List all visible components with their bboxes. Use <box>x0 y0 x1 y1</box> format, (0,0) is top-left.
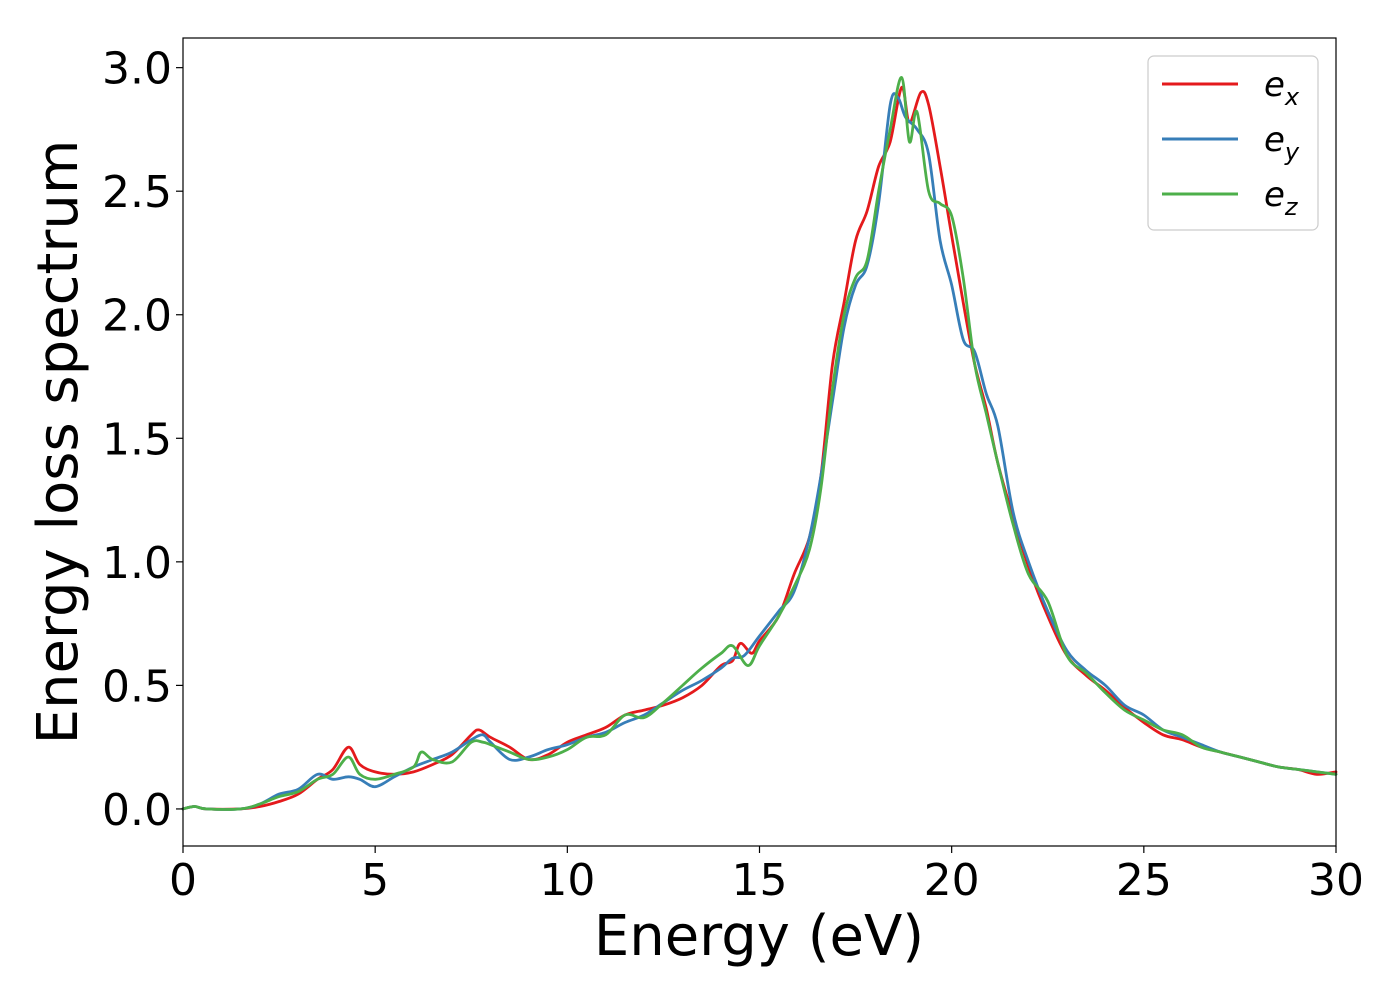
x-tick-label: 15 <box>732 855 788 906</box>
legend-label-ey: ey <box>1264 120 1300 166</box>
series-line-ey <box>181 92 1338 811</box>
x-tick-label: 20 <box>924 855 980 906</box>
y-tick-label: 1.5 <box>102 414 172 465</box>
x-tick-label: 25 <box>1116 855 1172 906</box>
legend-label-ex: ex <box>1264 65 1300 111</box>
x-tick-label: 30 <box>1308 855 1364 906</box>
x-tick-label: 5 <box>361 855 389 906</box>
legend-label-ez: ez <box>1264 175 1299 221</box>
x-axis-label: Energy (eV) <box>594 904 924 969</box>
y-tick-label: 1.0 <box>102 538 172 589</box>
y-tick-label: 2.0 <box>102 291 172 342</box>
x-axis-ticks: 0 5 10 15 20 25 30 <box>169 846 1364 906</box>
legend: ex ey ez <box>1147 55 1319 231</box>
y-axis-ticks: 0.0 0.5 1.0 1.5 2.0 2.5 3.0 <box>102 44 183 836</box>
series-layer <box>181 76 1338 811</box>
legend-frame <box>1147 55 1319 231</box>
legend-items: ex ey ez <box>1162 65 1300 221</box>
y-tick-label: 0.5 <box>102 661 172 712</box>
y-tick-label: 2.5 <box>102 167 172 218</box>
series-line-ez <box>181 76 1338 811</box>
x-tick-label: 0 <box>169 855 197 906</box>
x-tick-label: 10 <box>539 855 595 906</box>
y-tick-label: 3.0 <box>102 44 172 95</box>
y-axis-label: Energy loss spectrum <box>26 140 91 745</box>
y-tick-label: 0.0 <box>102 785 172 836</box>
